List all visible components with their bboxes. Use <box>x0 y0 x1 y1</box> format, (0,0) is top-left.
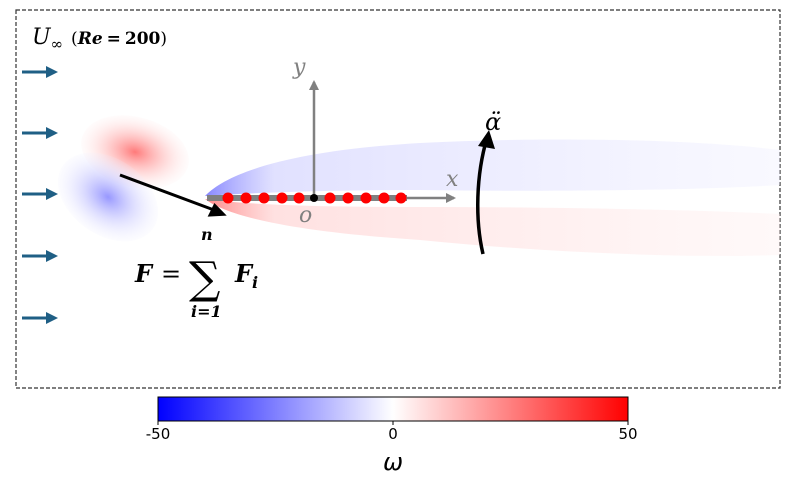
y-axis-label: y <box>292 55 306 80</box>
origin-label: o <box>299 203 312 228</box>
force-point <box>222 192 234 204</box>
force-point <box>240 192 252 204</box>
force-point <box>258 192 270 204</box>
flat-plate <box>207 195 407 201</box>
angular-acceleration-label: α̈ <box>485 108 501 136</box>
inflow-arrows <box>22 66 58 324</box>
force-point <box>342 192 354 204</box>
x-axis-label: x <box>446 167 459 192</box>
colorbar-min-label: -50 <box>146 425 171 443</box>
force-point <box>276 192 288 204</box>
curved-arrow-icon <box>476 130 495 255</box>
wake-negative <box>205 139 780 196</box>
right-arrow-icon <box>22 188 58 200</box>
force-lhs: F <box>134 259 154 288</box>
summation-lower-limit: i=1 <box>191 302 222 321</box>
wake-positive <box>205 199 780 256</box>
colorbar-gradient <box>157 396 629 422</box>
force-points <box>222 192 407 204</box>
force-point <box>293 192 305 204</box>
colorbar: -50 0 50 ω <box>146 396 638 476</box>
colorbar-title: ω <box>383 448 403 476</box>
force-equation: F = ∑ n i=1 Fi <box>134 225 258 321</box>
force-point <box>360 192 372 204</box>
equals-sign: = <box>161 260 181 288</box>
origin-point <box>310 194 318 202</box>
right-arrow-icon <box>22 66 58 78</box>
force-point <box>378 192 390 204</box>
colorbar-max-label: 50 <box>618 425 637 443</box>
summation-symbol: ∑ <box>189 253 220 304</box>
summation-upper-limit: n <box>201 225 213 244</box>
freestream-label: U∞ (Re = 200) <box>32 25 167 53</box>
shed-vortex-negative <box>57 152 159 242</box>
right-arrow-icon <box>22 127 58 139</box>
force-point <box>395 192 407 204</box>
colorbar-mid-label: 0 <box>388 425 398 443</box>
force-vector-arrow-icon <box>119 173 227 217</box>
force-point <box>324 192 336 204</box>
right-arrow-icon <box>22 250 58 262</box>
force-term: Fi <box>234 259 258 292</box>
vorticity-field <box>57 115 780 256</box>
right-arrow-icon <box>22 312 58 324</box>
